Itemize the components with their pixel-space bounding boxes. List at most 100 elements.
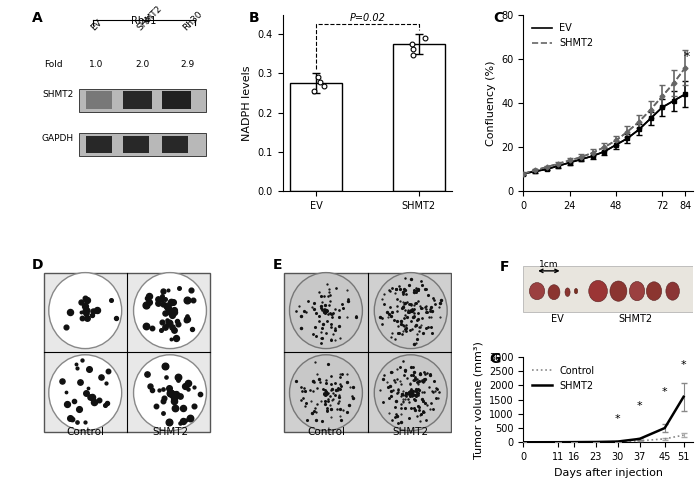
Circle shape — [374, 273, 447, 348]
Ellipse shape — [646, 282, 662, 300]
Bar — [79, 89, 206, 112]
Point — [309, 87, 320, 95]
Y-axis label: NADPH levels: NADPH levels — [242, 65, 252, 140]
EV — [566, 160, 574, 166]
Text: Rh41: Rh41 — [131, 17, 156, 26]
Y-axis label: Confluency (%): Confluency (%) — [486, 60, 496, 146]
Legend: Control, SHMT2: Control, SHMT2 — [528, 362, 598, 395]
SHMT2 — [658, 93, 666, 99]
EV — [635, 126, 643, 132]
EV — [646, 116, 654, 122]
Text: Control: Control — [307, 427, 345, 437]
SHMT2 — [600, 144, 608, 150]
Text: GAPDH: GAPDH — [42, 134, 74, 143]
Circle shape — [49, 273, 122, 348]
EV — [623, 136, 631, 141]
Text: E: E — [272, 259, 282, 273]
Text: EV: EV — [551, 314, 564, 324]
Ellipse shape — [565, 288, 570, 296]
Text: SHMT2: SHMT2 — [152, 427, 188, 437]
EV — [542, 166, 551, 172]
Line: EV: EV — [522, 92, 687, 175]
SHMT2 — [566, 157, 574, 163]
EV — [577, 156, 585, 162]
Ellipse shape — [548, 285, 560, 300]
Bar — [162, 136, 188, 153]
EV — [612, 142, 620, 148]
Bar — [393, 44, 444, 191]
Point — [407, 51, 419, 58]
Point — [407, 45, 419, 53]
Text: D: D — [32, 259, 43, 273]
SHMT2 — [681, 65, 690, 70]
Point — [314, 78, 326, 86]
EV — [658, 104, 666, 110]
EV — [554, 163, 562, 169]
Text: SHMT2: SHMT2 — [135, 4, 164, 32]
Text: *: * — [615, 414, 620, 424]
Text: 1.0: 1.0 — [89, 60, 104, 69]
Line: SHMT2: SHMT2 — [522, 66, 687, 175]
SHMT2 — [519, 171, 528, 176]
Text: Fold: Fold — [43, 60, 62, 69]
Bar — [524, 265, 693, 312]
Text: EV: EV — [90, 17, 104, 32]
EV — [519, 171, 528, 176]
Point — [318, 82, 329, 90]
SHMT2 — [646, 106, 654, 112]
Point — [406, 40, 417, 48]
Bar — [290, 83, 342, 191]
SHMT2 — [542, 164, 551, 170]
Ellipse shape — [610, 281, 627, 301]
Y-axis label: Tumor volume (mm³): Tumor volume (mm³) — [473, 341, 484, 459]
Bar — [162, 91, 191, 109]
Circle shape — [290, 355, 363, 431]
SHMT2 — [554, 161, 562, 167]
Point — [312, 73, 323, 81]
EV — [669, 98, 678, 104]
Text: 2.0: 2.0 — [135, 60, 149, 69]
SHMT2 — [612, 138, 620, 143]
Ellipse shape — [529, 282, 545, 300]
Circle shape — [374, 355, 447, 431]
Text: 2.9: 2.9 — [181, 60, 195, 69]
Text: C: C — [493, 11, 503, 25]
EV — [589, 153, 597, 159]
Text: F: F — [500, 260, 509, 274]
Text: *: * — [637, 401, 643, 411]
Text: SHMT2: SHMT2 — [393, 427, 429, 437]
Bar — [123, 136, 149, 153]
Text: SHMT2: SHMT2 — [42, 89, 74, 99]
Ellipse shape — [629, 281, 645, 301]
Text: A: A — [32, 11, 43, 25]
Ellipse shape — [574, 289, 578, 294]
SHMT2 — [531, 167, 539, 173]
Ellipse shape — [666, 282, 680, 300]
Legend: EV, SHMT2: EV, SHMT2 — [528, 19, 598, 52]
SHMT2 — [635, 119, 643, 124]
Bar — [79, 133, 206, 156]
Text: P=0.02: P=0.02 — [349, 13, 386, 23]
SHMT2 — [577, 154, 585, 160]
EV — [681, 91, 690, 97]
X-axis label: Days after injection: Days after injection — [554, 468, 663, 478]
Text: *: * — [662, 387, 668, 397]
Ellipse shape — [589, 280, 608, 302]
Circle shape — [290, 273, 363, 348]
EV — [531, 169, 539, 174]
Bar — [86, 91, 111, 109]
Point — [419, 34, 430, 42]
Circle shape — [49, 355, 122, 431]
Text: *: * — [684, 50, 690, 63]
EV — [600, 149, 608, 155]
Text: SHMT2: SHMT2 — [618, 314, 652, 324]
Text: 1cm: 1cm — [539, 260, 559, 269]
Bar — [123, 91, 152, 109]
Text: Rh30: Rh30 — [181, 9, 204, 32]
Circle shape — [134, 273, 206, 348]
Bar — [86, 136, 111, 153]
Text: B: B — [248, 11, 260, 25]
Text: *: * — [681, 360, 687, 370]
SHMT2 — [669, 80, 678, 86]
SHMT2 — [589, 150, 597, 156]
